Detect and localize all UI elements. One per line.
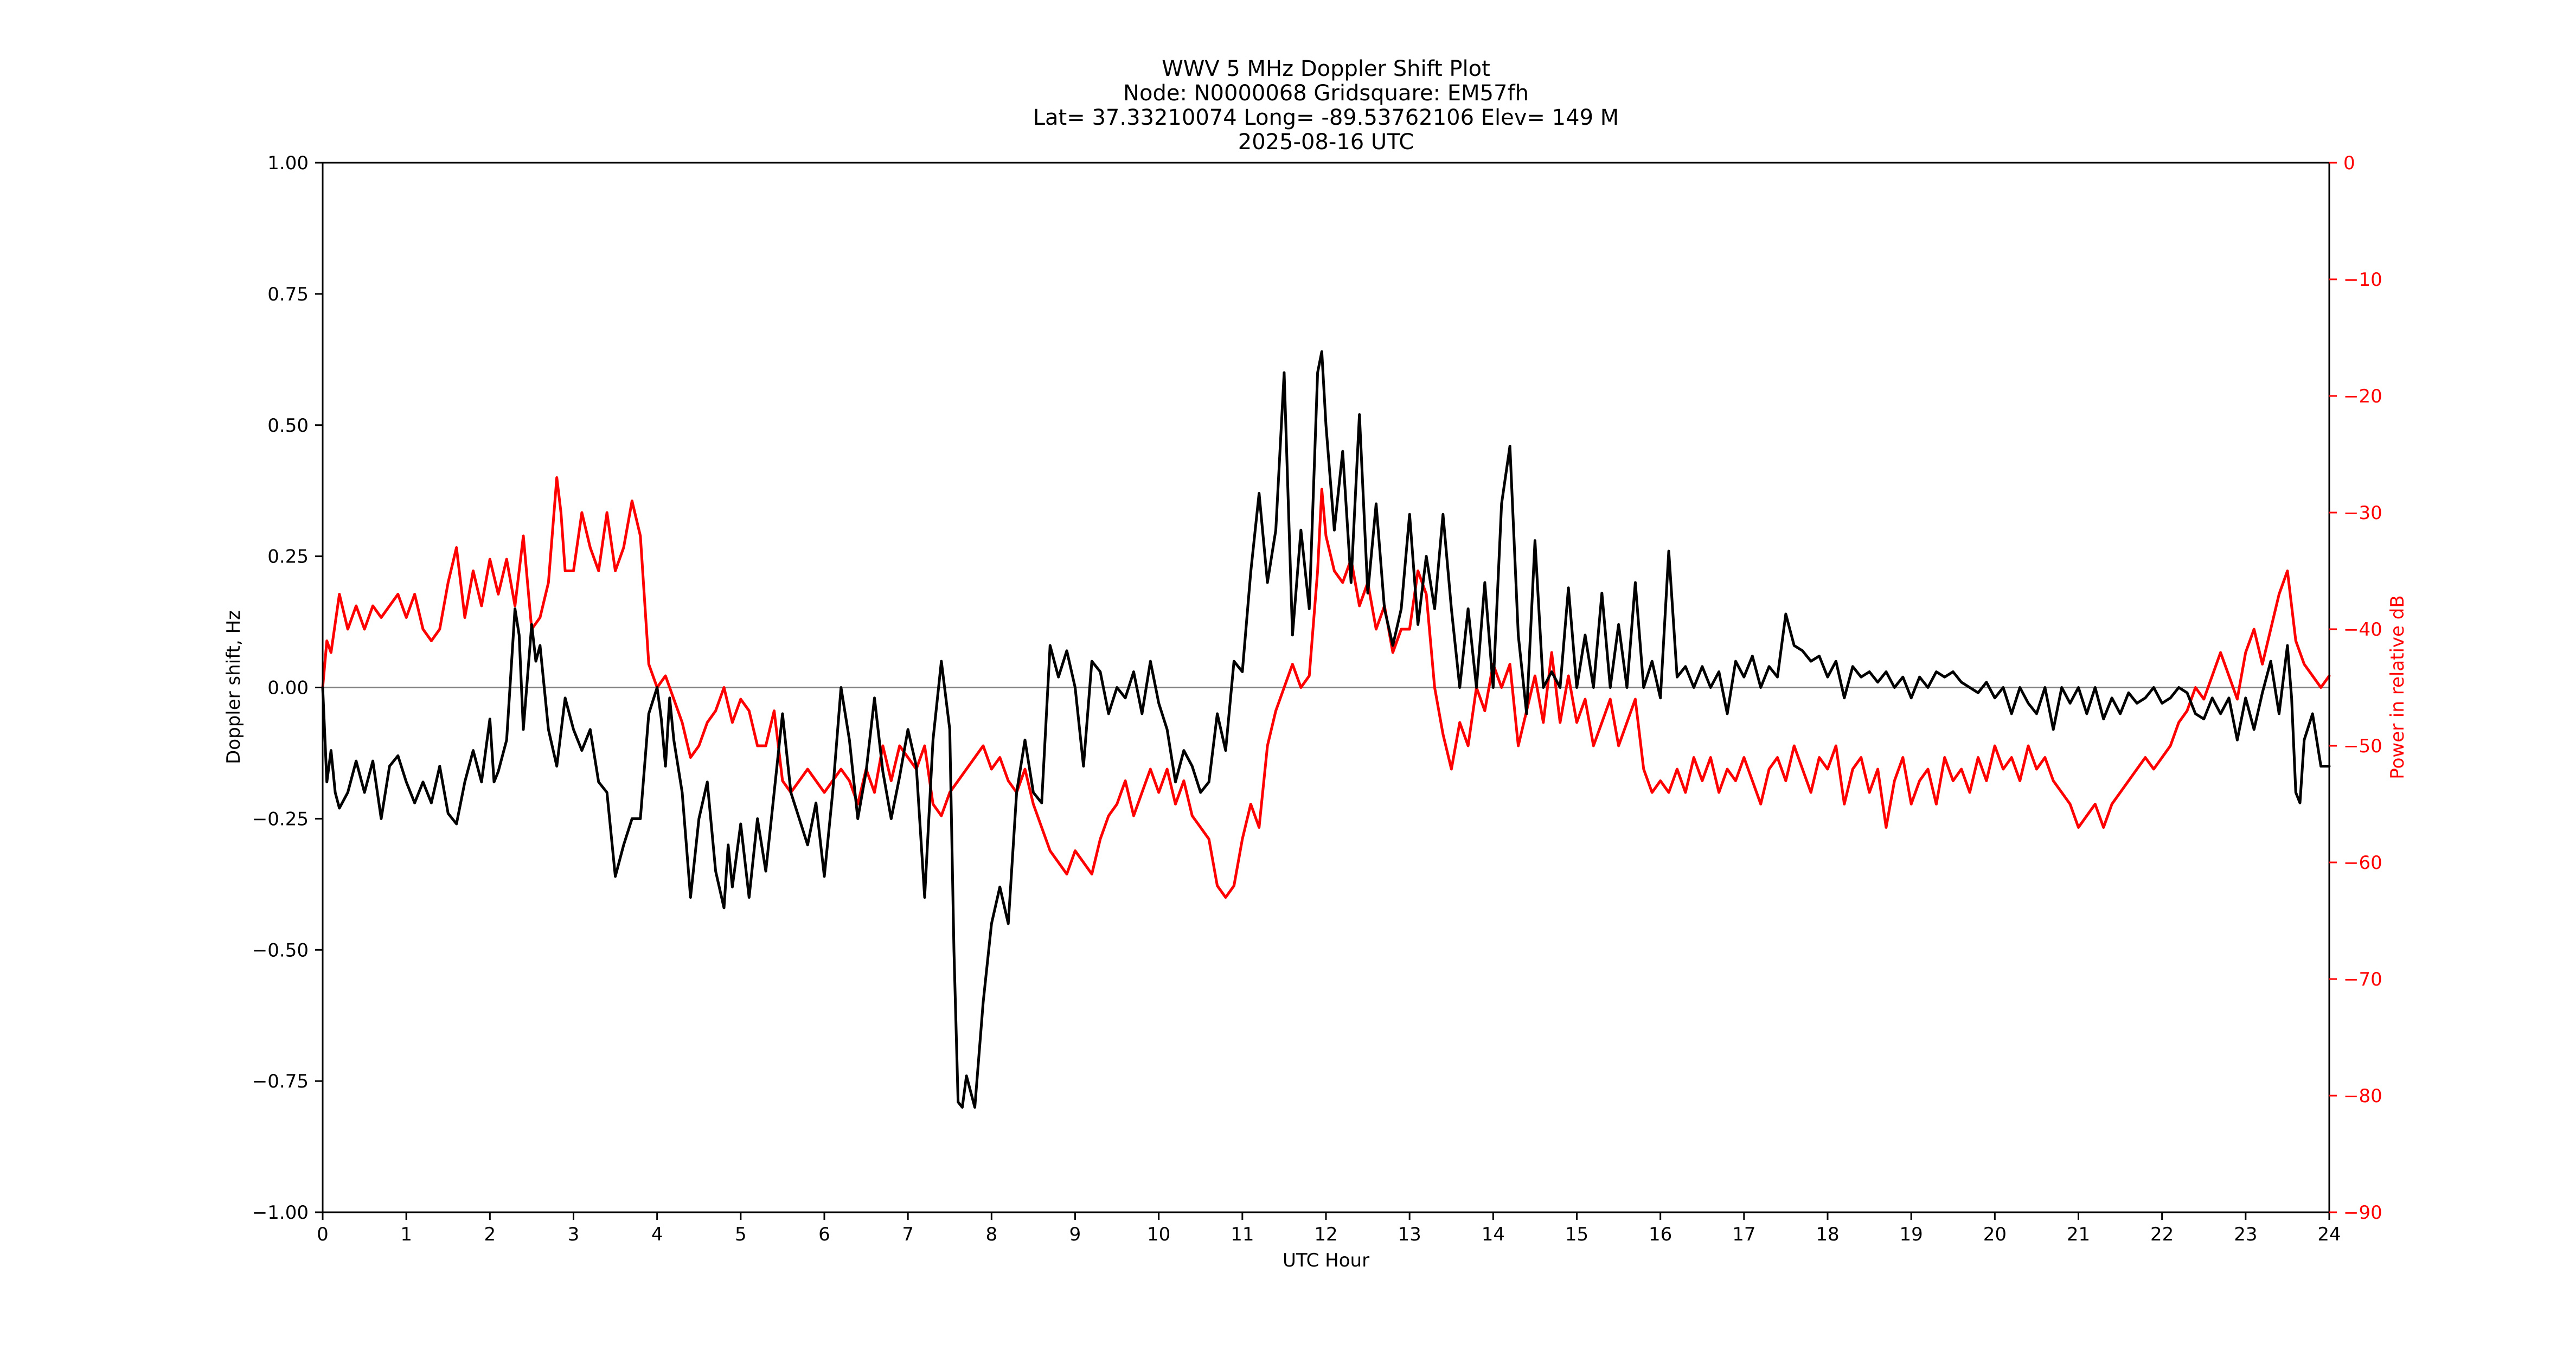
x-tick-label: 3 (568, 1224, 580, 1245)
chart-title: WWV 5 MHz Doppler Shift Plot Node: N0000… (1033, 56, 1619, 155)
x-tick-label: 7 (902, 1224, 914, 1245)
title-line-4: 2025-08-16 UTC (1238, 130, 1414, 155)
y-tick-label: −0.25 (252, 808, 309, 830)
x-tick-label: 1 (400, 1224, 412, 1245)
x-tick-label: 21 (2067, 1224, 2090, 1245)
y2-tick-label: −50 (2343, 735, 2382, 757)
x-tick-label: 18 (1816, 1224, 1839, 1245)
y2-tick-label: −60 (2343, 852, 2382, 874)
y-tick-label: 1.00 (267, 152, 309, 174)
x-tick-label: 15 (1565, 1224, 1588, 1245)
x-tick-label: 9 (1069, 1224, 1081, 1245)
power-line (321, 476, 2331, 899)
y-tick-label: 0.50 (267, 415, 309, 437)
y2-tick-label: −30 (2343, 502, 2382, 524)
y2-axis-ticks: 0 −10 −20 −30 −40 −50 −60 −70 −80 −90 (2329, 152, 2382, 1224)
x-tick-label: 13 (1398, 1224, 1421, 1245)
x-tick-label: 14 (1482, 1224, 1505, 1245)
x-tick-label: 11 (1231, 1224, 1254, 1245)
y2-tick-label: −80 (2343, 1085, 2382, 1107)
series-layer (321, 350, 2331, 1109)
x-tick-label: 8 (986, 1224, 998, 1245)
y2-tick-label: 0 (2343, 152, 2355, 174)
doppler-shift-line (321, 350, 2331, 1109)
y2-tick-label: −40 (2343, 619, 2382, 641)
x-tick-label: 6 (818, 1224, 830, 1245)
x-tick-label: 20 (1983, 1224, 2007, 1245)
x-tick-label: 23 (2234, 1224, 2257, 1245)
y2-axis-label: Power in relative dB (2387, 595, 2408, 779)
y-tick-label: −0.75 (252, 1071, 309, 1092)
y-axis-label: Doppler shift, Hz (223, 610, 245, 764)
x-tick-label: 5 (735, 1224, 747, 1245)
y2-tick-label: −20 (2343, 386, 2382, 407)
x-tick-label: 12 (1314, 1224, 1337, 1245)
y2-tick-label: −70 (2343, 969, 2382, 990)
x-tick-label: 16 (1649, 1224, 1672, 1245)
title-line-1: WWV 5 MHz Doppler Shift Plot (1162, 56, 1490, 81)
x-tick-label: 10 (1147, 1224, 1170, 1245)
x-tick-label: 2 (484, 1224, 496, 1245)
title-line-3: Lat= 37.33210074 Long= -89.53762106 Elev… (1033, 105, 1619, 130)
y2-tick-label: −10 (2343, 269, 2382, 291)
y-axis-ticks: −1.00 −0.75 −0.50 −0.25 0.00 0.25 0.50 0.75 1.00 (252, 152, 323, 1224)
y-tick-label: 0.00 (267, 677, 309, 699)
x-tick-label: 0 (317, 1224, 329, 1245)
x-tick-label: 17 (1732, 1224, 1755, 1245)
x-tick-label: 24 (2317, 1224, 2341, 1245)
y-tick-label: 0.75 (267, 284, 309, 305)
x-axis-label: UTC Hour (1283, 1250, 1369, 1271)
y-tick-label: 0.25 (267, 546, 309, 568)
x-axis-ticks: 0 1 2 3 4 5 6 7 8 9 10 11 12 13 14 15 16 17 18 19 20 21 22 23 24 (317, 1212, 2341, 1245)
x-tick-label: 22 (2150, 1224, 2174, 1245)
y-tick-label: −1.00 (252, 1202, 309, 1224)
y-tick-label: −0.50 (252, 939, 309, 961)
x-tick-label: 19 (1900, 1224, 1923, 1245)
x-tick-label: 4 (651, 1224, 663, 1245)
y2-tick-label: −90 (2343, 1202, 2382, 1224)
title-line-2: Node: N0000068 Gridsquare: EM57fh (1123, 81, 1529, 106)
